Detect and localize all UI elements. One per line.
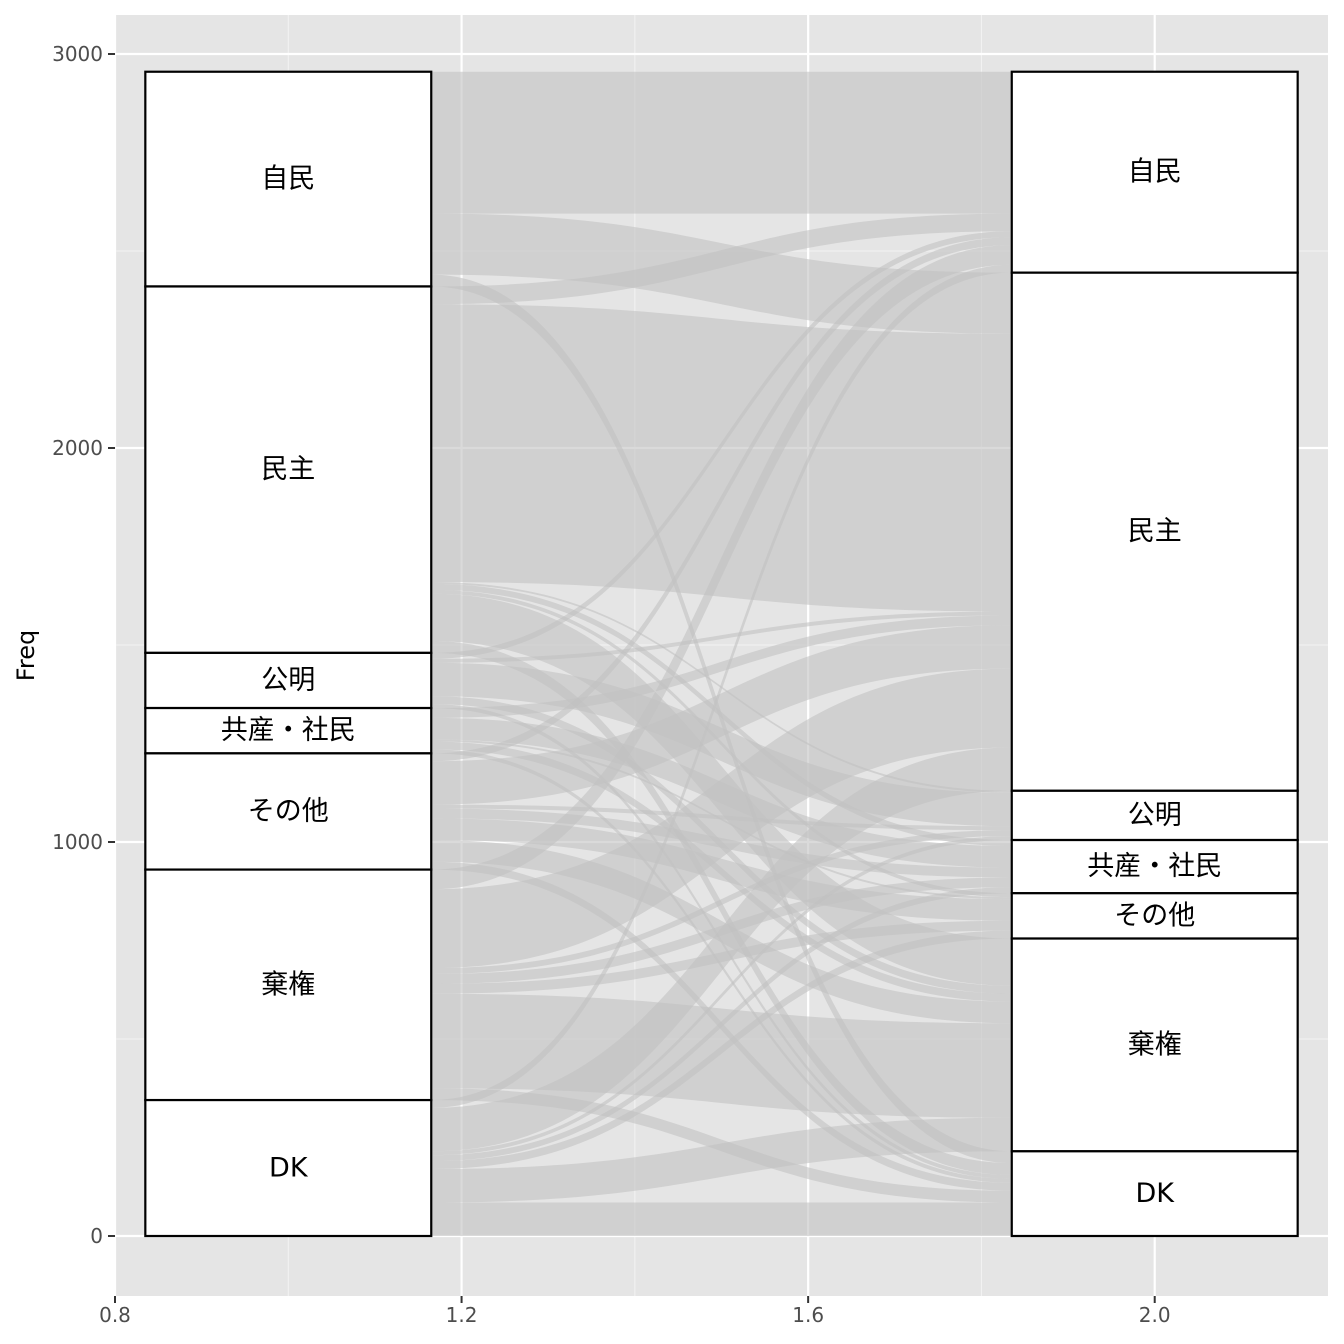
flow-ribbons (431, 71, 1012, 1236)
stratum-box (144, 651, 433, 710)
flow-ribbon (431, 668, 1012, 969)
flow-ribbon (431, 836, 1012, 1156)
x-tick-label: 1.2 (446, 1303, 478, 1327)
y-tick-label: 2000 (52, 436, 103, 460)
flow-ribbon (431, 1117, 1012, 1203)
flow-ribbon (431, 71, 1012, 214)
stratum-label: DK (1135, 1178, 1175, 1209)
stratum-label: 民主 (261, 454, 315, 485)
flow-ribbon (431, 830, 1012, 974)
x-tick-label: 1.6 (792, 1303, 824, 1327)
flow-ribbon (431, 611, 1012, 663)
flow-ribbon (431, 1202, 1012, 1236)
stratum-box (144, 868, 433, 1102)
y-tick-label: 3000 (52, 42, 103, 66)
stratum-box (144, 285, 433, 654)
y-tick-label: 0 (90, 1224, 103, 1248)
flow-ribbon (431, 930, 1012, 1170)
stratum-label: その他 (248, 796, 329, 827)
flow-ribbon (431, 641, 1012, 1175)
y-axis: 0 1000 2000 3000 (52, 42, 115, 1248)
stratum-label: 公明 (1128, 800, 1182, 831)
stratum-box (144, 1098, 433, 1238)
flow-ribbon (431, 213, 1012, 305)
flow-ribbon (431, 237, 1012, 762)
flow-ribbon (431, 887, 1012, 1162)
stratum-label: 共産・社民 (221, 715, 356, 746)
flow-ribbon (431, 264, 1012, 1108)
stratum-box (1010, 892, 1299, 940)
y-tick-label: 1000 (52, 830, 103, 854)
x-tick-label: 0.8 (99, 1303, 131, 1327)
flow-ribbon (431, 625, 1012, 805)
flow-ribbon (431, 245, 1012, 890)
stratum-box (1010, 70, 1299, 274)
stratum-label: 共産・社民 (1087, 851, 1222, 882)
stratum-box (1010, 271, 1299, 792)
flow-ribbon (431, 304, 1012, 612)
flow-ribbon (431, 213, 1012, 334)
y-axis-title: Freq (12, 630, 40, 681)
stratum-label: 自民 (261, 164, 315, 195)
flow-ribbon (431, 747, 1012, 1152)
stratum-box (1010, 1150, 1299, 1238)
x-axis: 0.8 1.2 1.6 2.0 (99, 1296, 1171, 1327)
x-tick-label: 2.0 (1139, 1303, 1171, 1327)
stratum-label: 棄権 (261, 969, 315, 1000)
stratum-label: 棄権 (1128, 1029, 1182, 1060)
stratum-box (1010, 937, 1299, 1153)
stratum-label: 公明 (261, 665, 315, 696)
stratum-label: 自民 (1128, 157, 1182, 188)
stratum-label: その他 (1114, 900, 1195, 931)
stratum-box (1010, 838, 1299, 895)
flow-ribbon (431, 615, 1012, 718)
stratum-label: DK (269, 1153, 309, 1184)
stratum-box (144, 752, 433, 871)
flow-ribbon (431, 231, 1012, 659)
stratum-box (144, 706, 433, 755)
stratum-label: 民主 (1128, 516, 1182, 547)
